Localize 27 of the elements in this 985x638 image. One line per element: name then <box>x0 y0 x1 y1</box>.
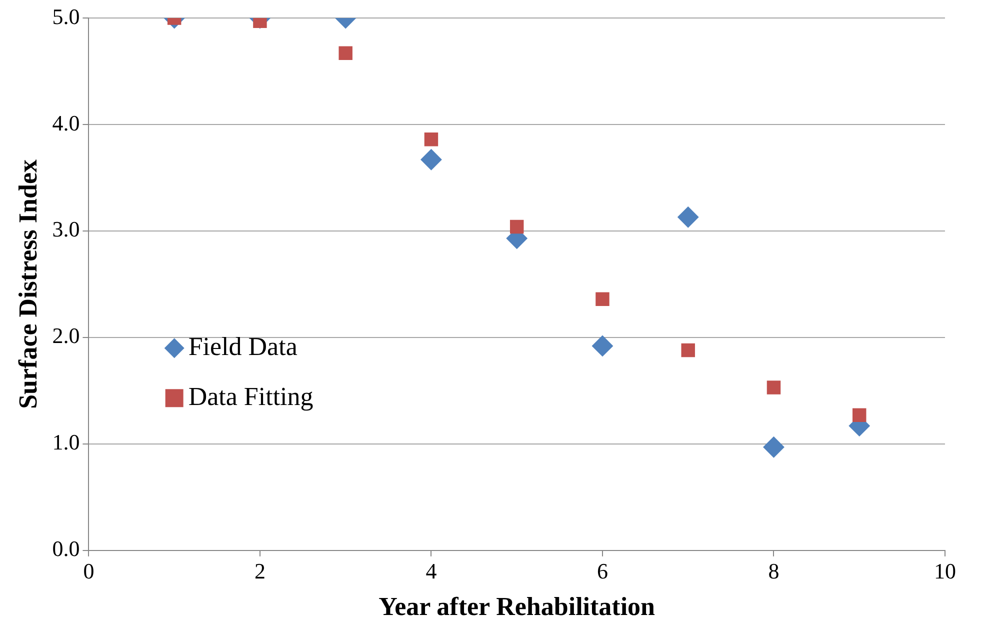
y-tick-label: 0.0 <box>52 536 80 562</box>
point <box>678 206 699 228</box>
x-axis-title: Year after Rehabilitation <box>378 592 656 622</box>
y-tick-label: 1.0 <box>52 430 80 455</box>
legend-label: Data Fitting <box>188 382 314 411</box>
x-tick-label: 10 <box>934 558 956 584</box>
x-tick-label: 0 <box>83 558 94 584</box>
point <box>510 220 524 234</box>
point <box>424 132 438 146</box>
y-tick-label: 5.0 <box>52 4 80 29</box>
y-tick-label: 2.0 <box>52 323 80 348</box>
legend-label: Field Data <box>188 332 298 361</box>
y-axis-title: Surface Distress Index <box>13 159 42 409</box>
point <box>338 46 352 60</box>
y-tick-label: 4.0 <box>52 110 80 136</box>
point <box>596 292 610 306</box>
point <box>763 436 784 458</box>
point <box>852 408 866 422</box>
point <box>681 343 695 358</box>
x-tick-label: 2 <box>254 558 266 584</box>
x-tick-label: 8 <box>768 558 780 584</box>
point <box>420 149 442 170</box>
point <box>766 380 781 394</box>
x-tick-label: 4 <box>426 558 437 584</box>
point <box>592 335 613 356</box>
x-tick-label: 6 <box>596 558 608 584</box>
y-tick-label: 3.0 <box>52 216 80 242</box>
